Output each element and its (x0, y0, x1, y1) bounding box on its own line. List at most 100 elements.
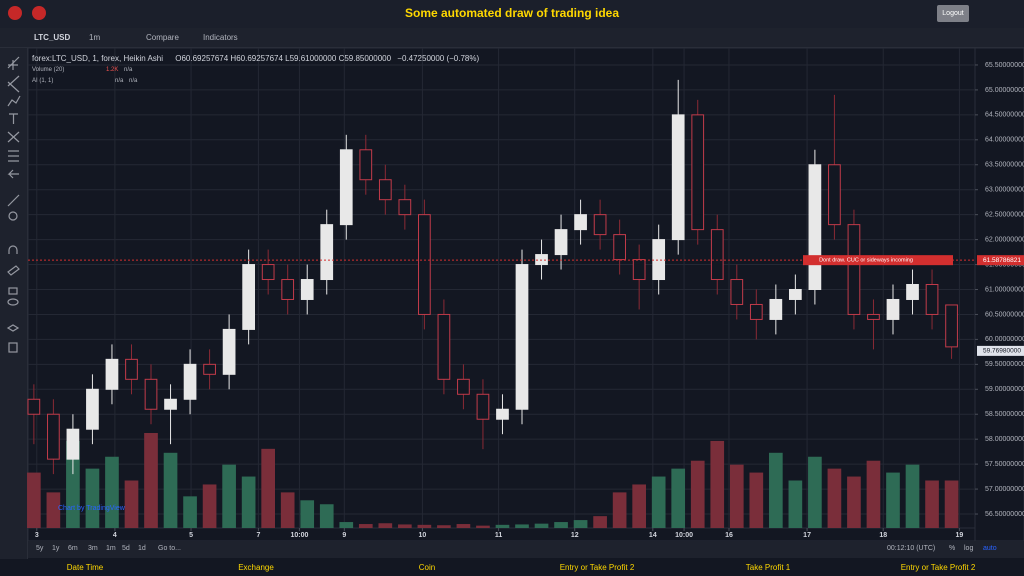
candle-body (886, 298, 900, 320)
legend-volume: Volume (20) 1.2K n/a (32, 67, 132, 73)
volume-bar (710, 440, 725, 528)
timeframe-button[interactable]: 6m (68, 545, 78, 552)
volume-bar (671, 468, 686, 528)
annotation-price: 61.58786821 (983, 257, 1021, 264)
volume-bar (749, 472, 764, 528)
footer-column: Coin (418, 563, 436, 572)
candle-body (730, 279, 744, 305)
auto-toggle[interactable]: auto (983, 545, 997, 552)
ai-title: AI (1, 1) (32, 78, 54, 84)
footer-column: Entry or Take Profit 2 (900, 563, 976, 572)
chart-toolbar: LTC_USD 1m Compare Indicators (0, 28, 1024, 48)
footer-column: Entry or Take Profit 2 (559, 563, 635, 572)
timeframe-button[interactable]: 1d (138, 545, 146, 552)
ai-value-1: n/a (115, 78, 124, 84)
y-tick-label: 59.00000000 (985, 386, 1024, 393)
logo-icons (8, 6, 46, 20)
candle-body (496, 408, 509, 420)
compare-button[interactable]: Compare (146, 33, 179, 42)
y-tick-label: 56.50000000 (985, 511, 1024, 518)
volume-bar (495, 524, 510, 528)
volume-value: 1.2K (106, 67, 119, 73)
volume-bar (769, 452, 783, 528)
timeframe-button[interactable]: 3m (88, 545, 98, 552)
candle-body (593, 214, 607, 236)
top-bar: Some automated draw of trading idea Logo… (0, 0, 1024, 28)
candle-body (828, 164, 841, 226)
x-tick-label: 10 (419, 532, 427, 539)
y-tick-label: 61.00000000 (985, 286, 1024, 293)
candle-body (261, 264, 275, 281)
volume-bar (46, 492, 61, 528)
x-tick-label: 3 (35, 532, 39, 539)
timeframe-button[interactable]: 5d (122, 545, 130, 552)
volume-bar (788, 480, 803, 528)
volume-bar (593, 516, 607, 528)
candle-body (847, 224, 861, 315)
volume-bar (847, 476, 861, 528)
x-tick-label: 16 (725, 532, 733, 539)
ohlc-close: C59.85000000 (338, 54, 392, 63)
volume-bar (339, 522, 354, 528)
x-tick-label: 9 (342, 532, 346, 539)
timeframe-button[interactable]: 5y (36, 545, 44, 552)
ai-value-2: n/a (129, 78, 138, 84)
candle-body (300, 279, 314, 300)
volume-bar (554, 522, 568, 528)
candle-body (418, 214, 431, 315)
volume-bar (105, 456, 119, 528)
candle-body (925, 284, 939, 315)
log-toggle[interactable]: log (964, 545, 974, 552)
candle-body (125, 358, 138, 380)
x-tick-label: 19 (955, 532, 963, 539)
x-tick-label: 11 (495, 532, 503, 539)
y-tick-label: 59.50000000 (985, 361, 1024, 368)
candle-body (906, 284, 919, 300)
percent-toggle[interactable]: % (949, 545, 956, 552)
candle-body (222, 328, 236, 375)
volume-bar (124, 480, 139, 528)
logout-button[interactable]: Logout (937, 5, 969, 22)
x-tick-label: 14 (649, 532, 657, 539)
page-title: Some automated draw of trading idea (404, 6, 620, 20)
timeframe-button[interactable]: Go to... (158, 545, 181, 552)
volume-bar (866, 460, 881, 528)
ohlc-low: L59.61000000 (285, 54, 337, 63)
timeframe-button[interactable]: 1m (106, 545, 116, 552)
footer-column: Date Time (66, 563, 104, 572)
indicators-button[interactable]: Indicators (203, 33, 238, 42)
y-tick-label: 63.00000000 (985, 187, 1024, 194)
symbol[interactable]: LTC_USD (34, 33, 71, 42)
annotation-box (803, 255, 953, 266)
interval[interactable]: 1m (89, 33, 101, 42)
last-price: 59.76980000 (983, 348, 1021, 355)
candle-body (652, 239, 666, 281)
x-tick-label: 4 (113, 532, 117, 539)
volume-bar (300, 500, 315, 528)
candle-body (769, 298, 783, 320)
candle-body (27, 398, 41, 415)
timeframe-button[interactable]: 1y (52, 545, 60, 552)
ohlc-high: H60.69257674 (230, 54, 283, 63)
x-tick-label: 12 (571, 532, 579, 539)
volume-bar (515, 524, 529, 528)
legend-series: forex:LTC_USD, 1, forex, Heikin Ashi O60… (32, 54, 479, 63)
volume-ma: n/a (124, 67, 133, 73)
volume-bar (66, 440, 80, 528)
volume-bar (163, 452, 178, 528)
candle-body (242, 264, 255, 330)
candle-body (105, 358, 119, 390)
y-tick-label: 58.50000000 (985, 411, 1024, 418)
y-tick-label: 63.50000000 (985, 162, 1024, 169)
x-tick-label: 10:00 (675, 532, 693, 539)
candle-body (183, 363, 197, 400)
y-tick-label: 62.00000000 (985, 236, 1024, 243)
volume-bar (944, 480, 959, 528)
footer-column: Take Profit 1 (745, 563, 791, 572)
candle-body (613, 234, 626, 261)
y-tick-label: 57.50000000 (985, 461, 1024, 468)
x-tick-label: 10:00 (290, 532, 308, 539)
candle-body (867, 313, 880, 320)
footer-column: Exchange (238, 563, 274, 572)
x-tick-label: 5 (189, 532, 193, 539)
